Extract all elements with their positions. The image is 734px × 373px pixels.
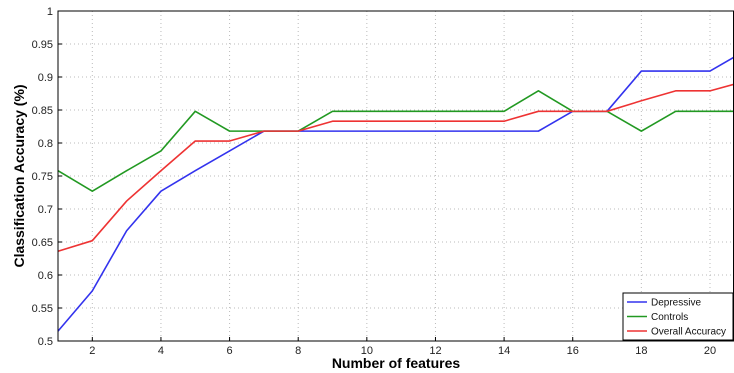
legend-entry: Depressive [651, 298, 701, 309]
y-tick-label: 0.5 [38, 336, 53, 348]
y-tick-label: 0.75 [32, 171, 53, 183]
x-axis-label: Number of features [332, 355, 461, 371]
x-tick-label: 2 [89, 345, 95, 357]
x-tick-label: 4 [158, 345, 164, 357]
y-tick-label: 0.95 [32, 39, 53, 51]
y-tick-label: 0.7 [38, 204, 53, 216]
y-axis-label: Classification Accuracy (%) [11, 84, 27, 267]
legend-entry: Overall Accuracy [651, 327, 726, 338]
y-tick-label: 0.65 [32, 237, 53, 249]
series-line-overall-accuracy [57, 83, 734, 253]
x-tick-label: 10 [361, 345, 373, 357]
y-tick-label: 0.9 [38, 72, 53, 84]
x-tick-label: 18 [635, 345, 647, 357]
x-tick-label: 16 [567, 345, 579, 357]
x-tick-label: 6 [227, 345, 233, 357]
grid [58, 10, 734, 342]
x-tick-label: 12 [429, 345, 441, 357]
y-tick-label: 0.6 [38, 270, 53, 282]
y-tick-label: 0.85 [32, 105, 53, 117]
y-tick-label: 0.8 [38, 138, 53, 150]
y-tick-label: 0.55 [32, 303, 53, 315]
x-tick-label: 8 [295, 345, 301, 357]
series-line-controls [57, 90, 734, 192]
y-tick-label: 1 [47, 6, 53, 18]
x-tick-label: 14 [498, 345, 510, 357]
legend-entry: Controls [651, 312, 688, 323]
legend: Depressive Controls Overall Accuracy [622, 292, 734, 341]
series-line-depressive [57, 56, 734, 332]
tick-labels: 2 4 6 8 10 12 14 16 18 20 0.5 0.55 0.6 0.65 0.7 0.75 0.8… [32, 6, 717, 357]
plot-frame [57, 10, 734, 342]
x-tick-label: 20 [704, 345, 716, 357]
series-lines [57, 56, 734, 332]
